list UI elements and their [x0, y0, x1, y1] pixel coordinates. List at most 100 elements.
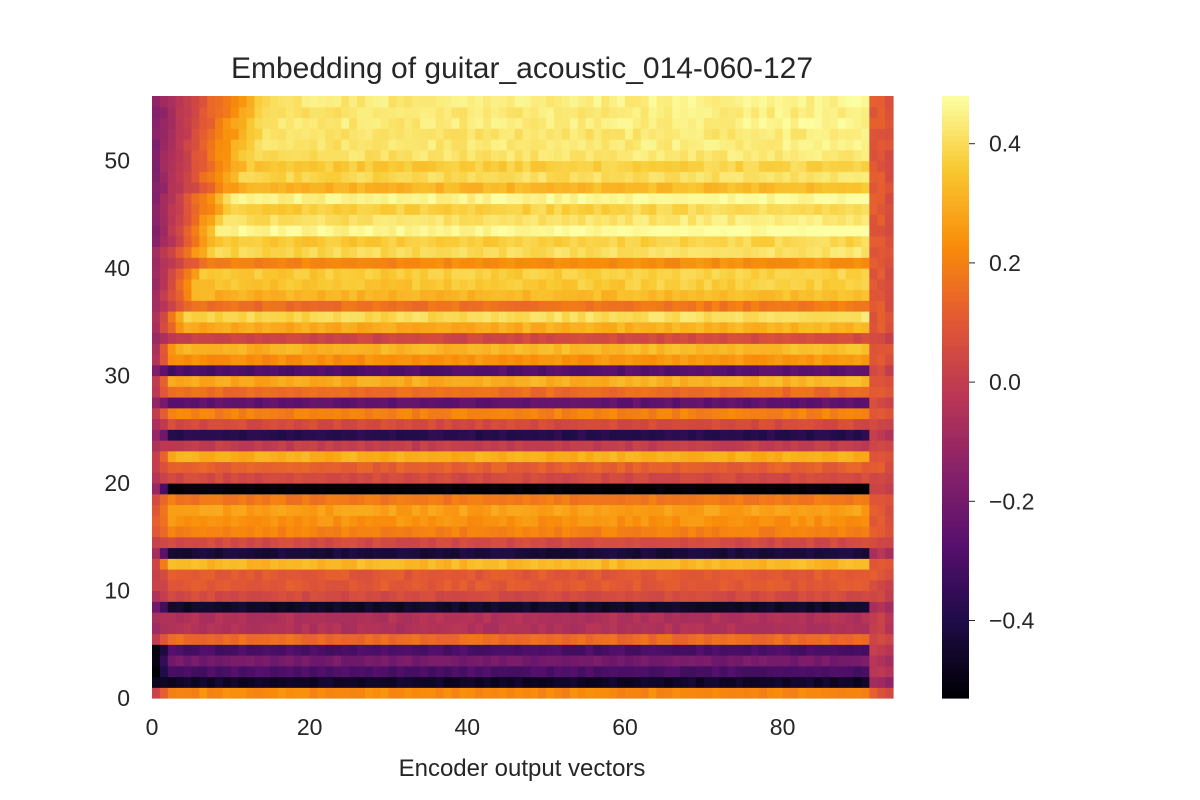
heatmap-cell [688, 311, 697, 323]
heatmap-cell [286, 139, 295, 151]
heatmap-cell [877, 418, 886, 430]
heatmap-cell [238, 665, 248, 678]
heatmap-cell [254, 579, 263, 592]
heatmap-cell [467, 493, 476, 506]
heatmap-cell [814, 214, 823, 226]
heatmap-cell [412, 375, 421, 387]
heatmap-cell [601, 214, 610, 226]
heatmap-cell [498, 504, 508, 516]
heatmap-cell [396, 407, 405, 420]
heatmap-cell [396, 225, 405, 237]
heatmap-cell [483, 343, 492, 355]
heatmap-cell [774, 268, 784, 280]
heatmap-cell [412, 418, 421, 430]
heatmap-cell [459, 633, 468, 645]
heatmap-cell [695, 128, 705, 140]
heatmap-cell [349, 558, 358, 570]
heatmap-cell [388, 569, 397, 581]
heatmap-cell [814, 547, 823, 559]
heatmap-cell [388, 633, 397, 645]
heatmap-cell [396, 526, 405, 538]
heatmap-cell [286, 504, 295, 516]
heatmap-cell [412, 569, 421, 581]
heatmap-cell [680, 622, 689, 635]
heatmap-cell [790, 655, 799, 667]
heatmap-cell [577, 612, 587, 624]
heatmap-cell [530, 192, 539, 205]
heatmap-cell [152, 171, 161, 183]
heatmap-cell [837, 590, 847, 602]
heatmap-cell [286, 289, 295, 301]
heatmap-cell [758, 235, 768, 248]
heatmap-cell [222, 450, 232, 463]
heatmap-cell [435, 321, 445, 334]
heatmap-cell [869, 300, 878, 312]
heatmap-cell [404, 644, 413, 656]
heatmap-cell [758, 268, 768, 280]
heatmap-cell [199, 203, 208, 215]
heatmap-cell [798, 418, 807, 430]
heatmap-cell [238, 354, 248, 366]
heatmap-cell [577, 364, 587, 377]
heatmap-cell [695, 160, 705, 172]
heatmap-cell [278, 397, 287, 409]
heatmap-cell [790, 504, 799, 516]
heatmap-cell [695, 343, 705, 355]
heatmap-cell [325, 483, 334, 495]
heatmap-cell [412, 300, 421, 312]
heatmap-cell [601, 354, 610, 366]
heatmap-cell [554, 343, 563, 355]
heatmap-cell [246, 687, 256, 699]
heatmap-cell [877, 472, 886, 484]
heatmap-cell [609, 493, 618, 506]
heatmap-cell [798, 461, 807, 473]
heatmap-cell [703, 483, 713, 495]
heatmap-cell [885, 590, 894, 602]
heatmap-cell [703, 558, 713, 570]
heatmap-cell [766, 160, 776, 172]
heatmap-cell [159, 655, 169, 667]
heatmap-cell [333, 622, 342, 635]
heatmap-cell [577, 343, 587, 355]
heatmap-cell [885, 160, 894, 172]
heatmap-cell [885, 644, 894, 656]
heatmap-cell [640, 493, 650, 506]
heatmap-cell [506, 687, 516, 699]
heatmap-cell [483, 665, 492, 678]
heatmap-cell [230, 139, 240, 151]
heatmap-cell [530, 246, 539, 258]
heatmap-cell [341, 655, 350, 667]
heatmap-cell [459, 450, 468, 463]
heatmap-cell [427, 160, 437, 172]
heatmap-cell [680, 149, 689, 162]
heatmap-cell [538, 665, 547, 678]
heatmap-cell [656, 289, 665, 301]
heatmap-cell [632, 622, 642, 635]
heatmap-cell [175, 655, 185, 667]
heatmap-cell [806, 644, 815, 656]
heatmap-cell [372, 676, 382, 688]
heatmap-cell [530, 483, 539, 495]
heatmap-cell [412, 504, 421, 516]
heatmap-cell [230, 558, 240, 570]
heatmap-cell [293, 515, 303, 527]
heatmap-cell [498, 547, 508, 559]
heatmap-cell [246, 472, 256, 484]
heatmap-cell [333, 364, 342, 377]
heatmap-cell [191, 536, 200, 549]
heatmap-cell [538, 472, 547, 484]
heatmap-cell [199, 515, 208, 527]
heatmap-cell [853, 665, 863, 678]
heatmap-cell [317, 397, 327, 409]
heatmap-cell [301, 579, 311, 592]
heatmap-cell [427, 300, 437, 312]
heatmap-cell [530, 332, 539, 344]
heatmap-cell [601, 644, 610, 656]
heatmap-cell [719, 418, 729, 430]
heatmap-cell [751, 278, 760, 291]
heatmap-cell [459, 160, 468, 172]
heatmap-cell [695, 311, 705, 323]
heatmap-cell [609, 687, 618, 699]
heatmap-cell [664, 622, 673, 635]
heatmap-cell [758, 149, 768, 162]
